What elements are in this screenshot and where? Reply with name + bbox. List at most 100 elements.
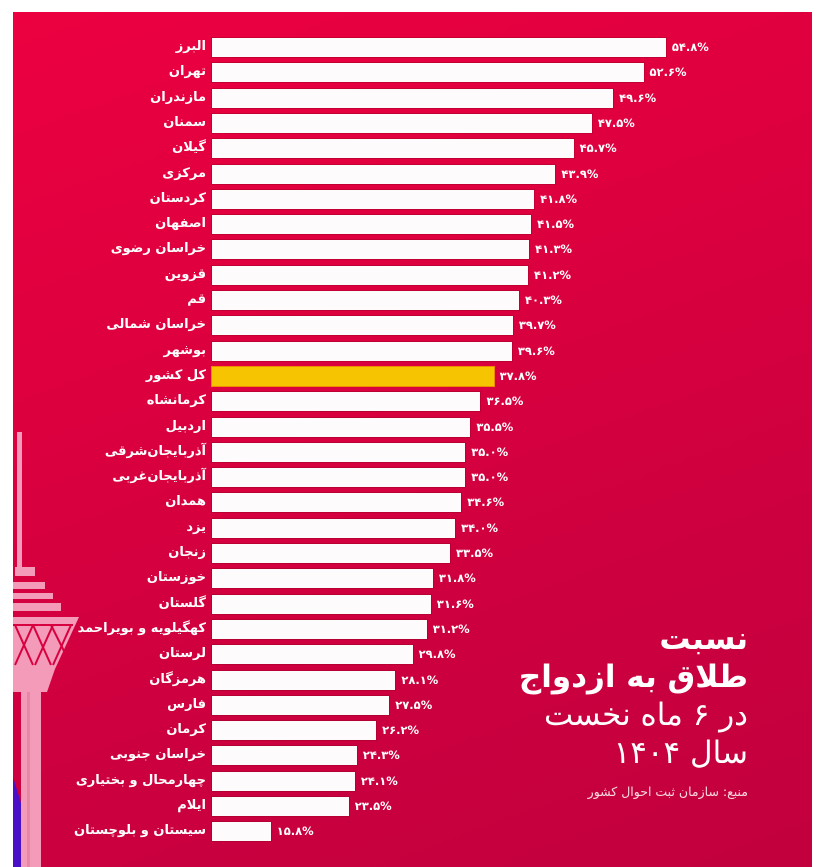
category-label: خراسان جنوبی [109,747,206,763]
category-label: کهگیلویه و بویراحمد [77,620,206,636]
chart-row: مرکزی ۴۳.۹% [13,164,812,184]
value-label: ۳۱.۶% [436,596,474,611]
source-note: منبع: سازمان ثبت احوال کشور [587,784,748,799]
chart-row: زنجان ۳۳.۵% [13,544,812,563]
category-label: اردبیل [165,418,206,434]
value-label: ۳۳.۵% [456,546,493,560]
bar [212,88,614,108]
bar-chart: البرز ۵۴.۸% تهران ۵۲.۶% مازندران ۴۹.۶% سمنان ۴۷… [13,12,812,867]
bar [212,594,431,614]
bar [212,392,481,412]
bar [212,215,532,235]
bar [212,164,556,184]
category-label: گلستان [158,595,206,611]
value-label: ۴۱.۲% [534,267,571,282]
title-line-1: نسبت [659,621,748,657]
category-label: سمنان [163,114,206,130]
title-line-3: در ۶ ماه نخست [543,697,748,733]
chart-row: ایلام ۲۳.۵% [13,797,812,816]
bar [212,493,462,513]
bar [212,316,513,336]
value-label: ۴۵.۷% [579,141,617,156]
chart-row: قم ۴۰.۳% [13,291,812,310]
bar [212,746,357,766]
chart-row: البرز ۵۴.۸% [13,38,812,57]
category-label: گیلان [172,140,206,156]
value-label: ۲۴.۱% [360,773,398,788]
category-label: زنجان [168,545,206,560]
title-line-4: سال ۱۴۰۴ [613,735,748,771]
chart-row: خراسان جنوبی ۲۴.۳% [13,746,812,766]
value-label: ۴۳.۹% [561,166,599,181]
value-label: ۴۹.۶% [619,90,657,105]
milad-tower-illustration [13,432,79,867]
chart-row: قزوین ۴۱.۲% [13,265,812,285]
bar [212,721,377,741]
bar [212,240,530,260]
value-label: ۳۴.۶% [467,495,505,510]
value-label: ۳۱.۲% [432,621,470,636]
bar [212,442,466,462]
category-label: آذربایجان‌شرقی [104,443,206,459]
bar [212,468,466,488]
chart-row: سمنان ۴۷.۵% [13,113,812,133]
category-label: البرز [175,39,206,54]
value-label: ۲۳.۵% [354,799,392,813]
value-label: ۲۷.۵% [395,697,433,712]
category-label: اصفهان [155,216,206,232]
chart-row: کرمانشاه ۳۶.۵% [13,392,812,412]
chart-row: هرمزگان ۲۸.۱% [13,670,812,690]
category-label: تهران [168,64,206,80]
chart-row: تهران ۵۲.۶% [13,63,812,83]
chart-row: کرمان ۲۶.۲% [13,721,812,741]
bar [212,139,574,159]
value-label: ۳۶.۵% [486,394,524,409]
value-label: ۵۴.۸% [671,40,709,54]
bar [212,771,355,791]
category-label: قزوین [164,266,206,282]
value-label: ۳۴.۰% [461,520,499,535]
bar [212,569,433,589]
value-label: ۴۱.۳% [535,242,573,257]
category-label: همدان [165,494,206,510]
category-label: آذربایجان‌غربی [112,469,206,485]
category-label: مازندران [150,89,206,105]
chart-row: بوشهر ۳۹.۶% [13,341,812,361]
value-label: ۳۷.۸% [499,368,537,383]
bar [212,645,413,665]
value-label: ۳۵.۰% [471,444,509,459]
value-label: ۲۶.۲% [382,723,420,738]
bar [212,518,456,538]
highlight-bar [212,366,494,386]
value-label: ۲۴.۳% [362,748,400,763]
chart-row: آذربایجان‌شرقی ۳۵.۰% [13,442,812,462]
value-label: ۱۵.۸% [276,824,314,839]
value-label: ۳۵.۵% [476,419,514,434]
category-label: سیستان و بلوچستان [74,823,206,839]
category-label: مرکزی [162,165,206,181]
chart-row: گیلان ۴۵.۷% [13,139,812,159]
bar [212,695,390,715]
chart-row: یزد ۳۴.۰% [13,518,812,538]
bar [212,797,349,816]
category-label: کردستان [149,190,206,206]
bar [212,822,271,842]
chart-row: گلستان ۳۱.۶% [13,594,812,614]
bar [212,341,512,361]
category-label: کل کشور [145,367,206,383]
bar [212,417,471,437]
value-label: ۳۹.۷% [518,318,556,333]
value-label: ۳۱.۸% [438,571,476,586]
bar [212,619,427,639]
category-label: خوزستان [146,570,206,586]
chart-row: کل کشور ۳۷.۸% [13,366,812,386]
category-label: یزد [186,519,206,535]
chart-row: آذربایجان‌غربی ۳۵.۰% [13,468,812,488]
chart-row: فارس ۲۷.۵% [13,695,812,715]
chart-row: اردبیل ۳۵.۵% [13,417,812,437]
category-label: چهارمحال و بختیاری [75,772,206,788]
category-label: خراسان شمالی [106,317,206,333]
chart-row: خراسان شمالی ۳۹.۷% [13,316,812,336]
value-label: ۳۹.۶% [517,343,555,358]
title-line-2: طلاق به ازدواج [518,659,748,695]
